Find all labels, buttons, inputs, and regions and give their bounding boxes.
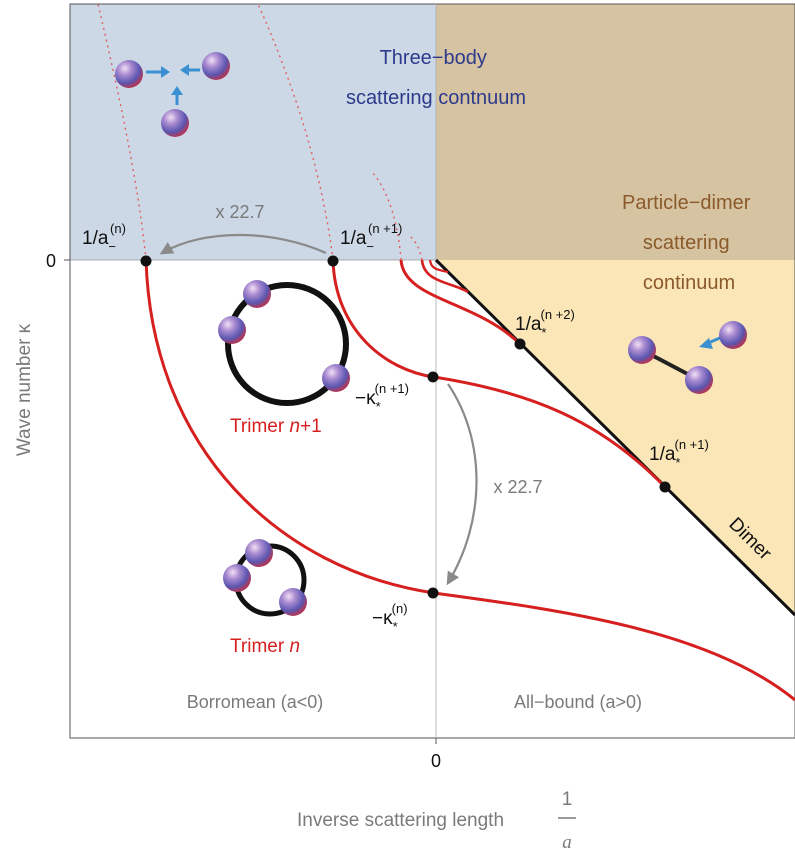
trimer-n-label: Trimer n xyxy=(230,636,300,657)
y-axis-title: Wave number κ xyxy=(14,323,35,456)
scaling-factor-top: x 22.7 xyxy=(215,202,264,222)
label-a-minus-n1: 1/a−(n +1) xyxy=(340,221,402,254)
scaling-arrow-top xyxy=(159,233,327,255)
trimer-n-curve xyxy=(144,259,795,702)
particle-dimer-label: Particle−dimer scattering continuum xyxy=(622,192,756,294)
x-axis-title: Inverse scattering length xyxy=(297,810,504,831)
plot-frame xyxy=(69,3,795,739)
three-body-illustration xyxy=(115,52,230,137)
point-a-star-n1 xyxy=(659,481,671,493)
y-zero-label: 0 xyxy=(46,251,56,271)
trimer-n2-curve xyxy=(399,259,522,346)
trimer-n1-label: Trimer n+1 xyxy=(230,416,322,437)
three-body-region xyxy=(70,4,436,260)
svg-text:a: a xyxy=(562,832,572,853)
trimer-n3-curve xyxy=(420,259,469,294)
dimer-line xyxy=(434,258,795,617)
trimer-n1-curve xyxy=(331,259,667,489)
trimer-n1-illustration xyxy=(218,280,350,406)
label-k-star-n1: −κ*(n +1) xyxy=(355,381,409,414)
overlap-region xyxy=(436,4,795,260)
scaling-arrow-right xyxy=(446,383,478,586)
scaling-factor-right: x 22.7 xyxy=(493,477,542,497)
dotted-continuation xyxy=(97,3,147,261)
point-a-minus-n xyxy=(140,255,152,267)
label-a-minus-n: 1/a−(n) xyxy=(82,221,126,254)
label-k-star-n: −κ*(n) xyxy=(372,601,408,634)
borromean-label: Borromean (a<0) xyxy=(187,692,324,712)
trimer-n-illustration xyxy=(223,539,307,617)
x-axis-fraction: 1 a xyxy=(558,789,576,853)
svg-text:1: 1 xyxy=(562,789,573,810)
x-zero-label: 0 xyxy=(431,751,441,771)
point-a-minus-n1 xyxy=(327,255,339,267)
label-a-star-n2: 1/a*(n +2) xyxy=(515,307,575,340)
trimer-n4-curve xyxy=(428,259,449,274)
point-k-star-n1 xyxy=(427,371,439,383)
all-bound-label: All−bound (a>0) xyxy=(514,692,642,712)
three-body-label: Three−body scattering contnuum xyxy=(346,47,526,109)
particle-dimer-illustration xyxy=(628,321,747,394)
label-a-star-n1: 1/a*(n +1) xyxy=(649,437,709,470)
point-a-star-n2 xyxy=(514,338,526,350)
point-k-star-n xyxy=(427,587,439,599)
dotted-continuation xyxy=(257,3,334,261)
